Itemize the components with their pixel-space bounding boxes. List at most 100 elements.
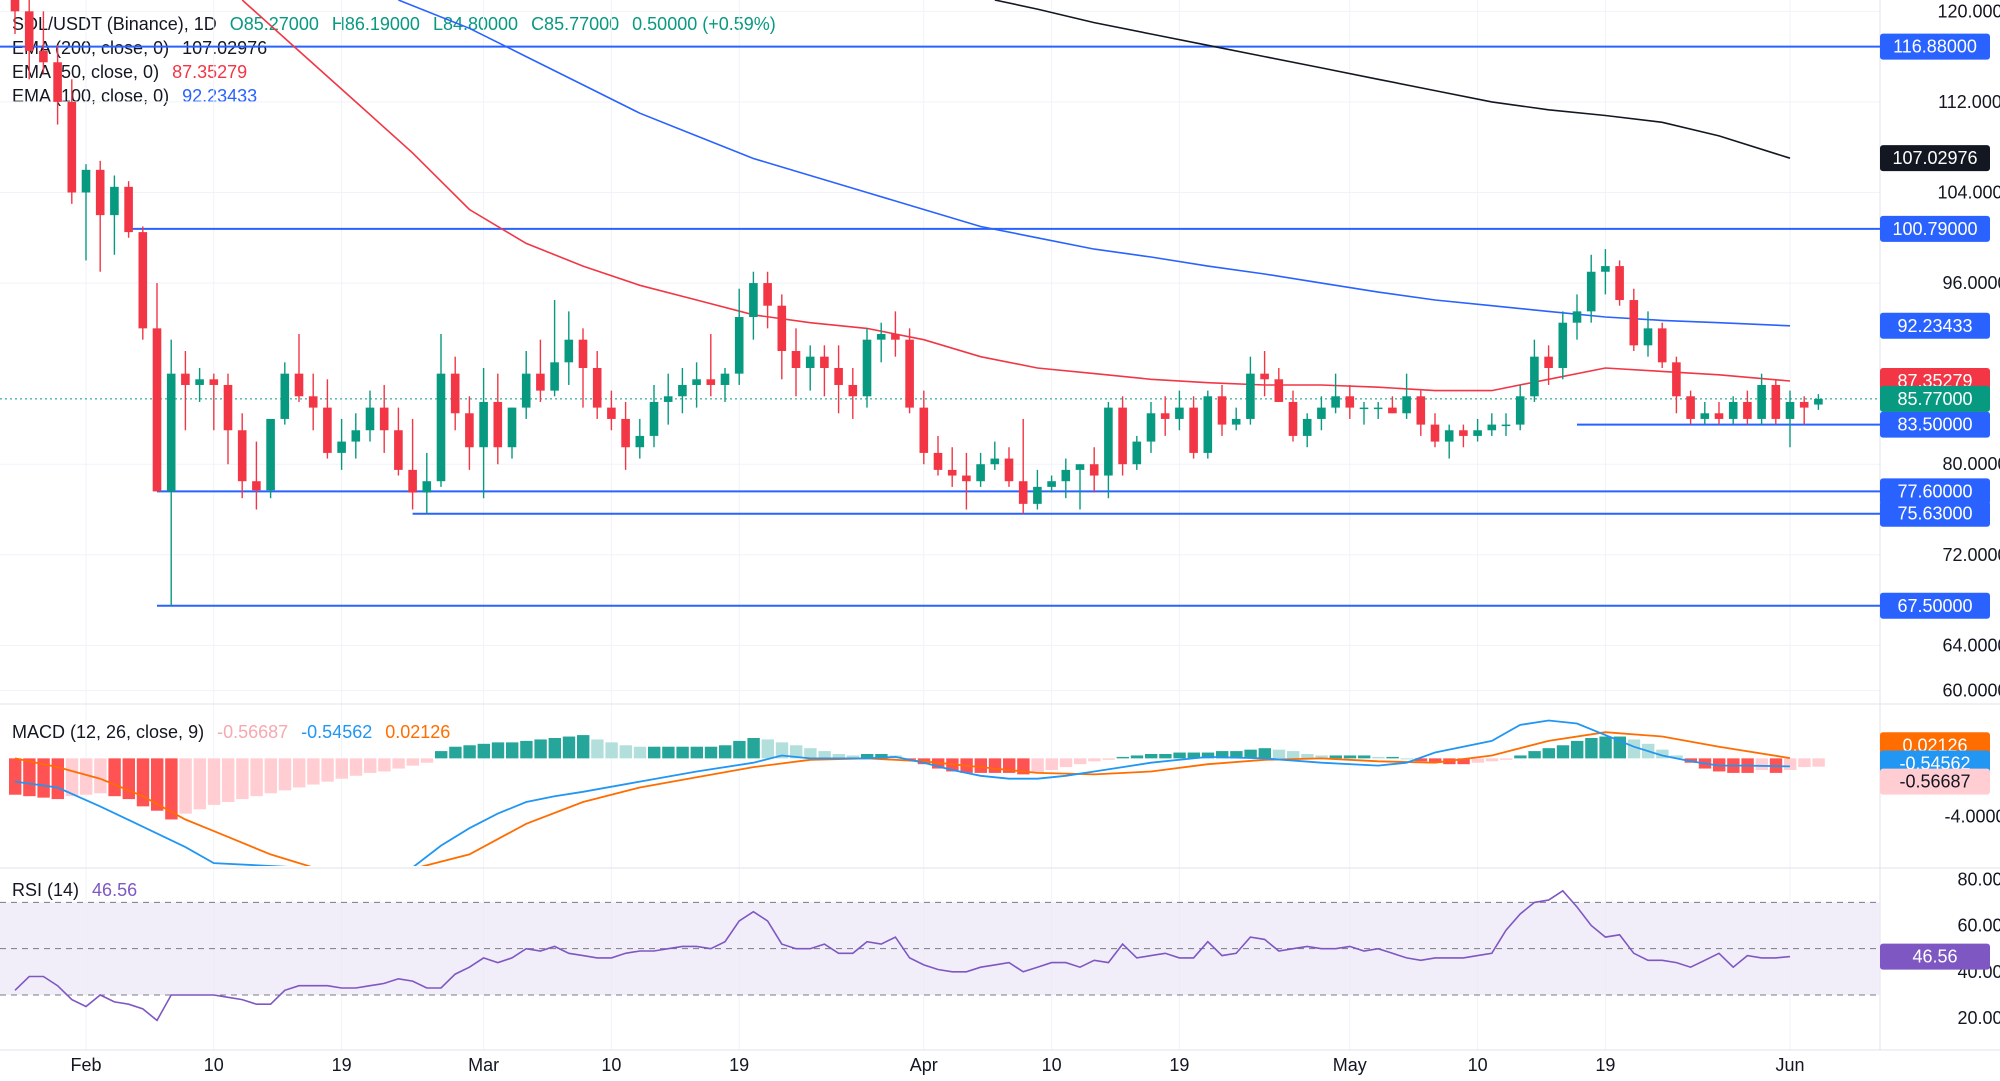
macd-histogram-bar [278,758,292,791]
candle [408,418,417,510]
level-price-tag: 100.79000 [1892,219,1977,239]
rsi-value: 46.56 [92,880,138,900]
candle [777,294,787,380]
candle-body [1331,396,1340,408]
candle [266,418,275,499]
macd-histogram-bar [9,758,22,795]
candle [933,435,943,476]
macd-histogram-bar [662,746,675,759]
candle-body [1246,373,1255,419]
candle [1175,390,1184,431]
candle-body [507,407,517,448]
macd-histogram-bar [619,745,632,759]
level-price-tag: 83.50000 [1897,415,1972,435]
candle [1260,351,1269,397]
time-axis-label: 10 [1042,1055,1062,1075]
ema200-label: EMA (200, close, 0) [12,38,170,58]
time-axis-label: May [1333,1055,1367,1075]
candle [876,322,886,363]
chart-grid [0,0,2000,1051]
candle [493,373,503,465]
candle [1118,396,1127,476]
axes: 120.00000 112.00000 104.00000 96.00000 80.00… [70,1,2000,1075]
candle-body [1175,407,1184,419]
candle-body [323,407,332,453]
macd-histogram-bar [349,758,363,776]
macd-hist-tag-bg [1880,768,1990,795]
macd-histogram-bar [648,746,661,759]
candle-body [479,401,488,448]
macd-pane [9,719,1825,866]
candle-body [1075,464,1085,470]
macd-histogram-bar [1159,754,1172,759]
candle [450,356,460,431]
macd-hist-tag: -0.56687 [1899,772,1970,792]
candle [1160,396,1170,436]
macd-histogram-bar [207,758,221,805]
macd-histogram-bar [364,758,377,773]
candle-body [450,373,460,414]
candle [1643,311,1653,357]
macd-histogram-bar [1798,758,1811,768]
macd-histogram-bar [165,758,178,820]
candle [394,407,403,476]
candle [1487,413,1497,436]
candle [1274,367,1284,402]
candle [1203,390,1213,459]
candle-body [692,379,701,385]
candle-body [1473,430,1482,436]
macd-histogram-bar [264,758,277,794]
candle [1004,447,1014,487]
macd-histogram-bar [1670,755,1683,759]
candle-body [1601,266,1610,272]
macd-histogram-bar [378,758,391,772]
candle-body [195,379,204,385]
candle-body [436,373,446,482]
macd-line [14,719,1791,866]
candle [891,311,900,357]
macd-histogram-bar [1301,754,1314,759]
macd-histogram-bar [1542,748,1555,759]
candle-body [805,356,815,368]
candle-body [1615,266,1624,301]
candle-body [422,481,432,493]
ema200-line [994,0,1791,159]
candle-body [337,441,346,453]
macd-histogram-bar [1457,758,1470,765]
macd-histogram-bar [1528,751,1541,759]
candle [990,441,1000,470]
candle-body [1203,396,1213,453]
candle [749,271,758,340]
candle-body [379,407,389,431]
candle-body [990,458,1000,465]
candle-body [749,283,758,318]
candle [1047,475,1056,493]
candle [805,345,815,391]
indicator-price-tag: 107.02976 [1892,148,1977,168]
candle-body [266,418,275,491]
candle-body [933,452,943,470]
candle-body [237,430,247,482]
symbol-label: SOL/USDT (Binance), 1D [12,14,217,34]
candle-body [1814,398,1823,405]
price-axis-label: 60.00000 [1942,681,2000,701]
rsi-tag-bg [1880,943,1990,970]
indicator-price-tag: 92.23433 [1897,316,1972,336]
macd-histogram-bar [1400,758,1413,760]
macd-histogram-bar [861,754,874,759]
macd-histogram-bar [477,743,490,759]
candle-body [1558,322,1568,368]
candle-body [10,0,20,12]
time-axis-label: 10 [601,1055,621,1075]
candle [1530,339,1539,402]
macd-histogram-bar [534,739,547,759]
macd-histogram-bar [733,740,746,759]
candle [905,328,914,414]
candle-body [465,413,474,448]
macd-histogram-bar [1429,758,1442,763]
level-price-tag: 116.88000 [1893,37,1977,57]
candle [962,452,971,510]
candle-body [39,50,48,63]
candle-body [947,469,957,476]
